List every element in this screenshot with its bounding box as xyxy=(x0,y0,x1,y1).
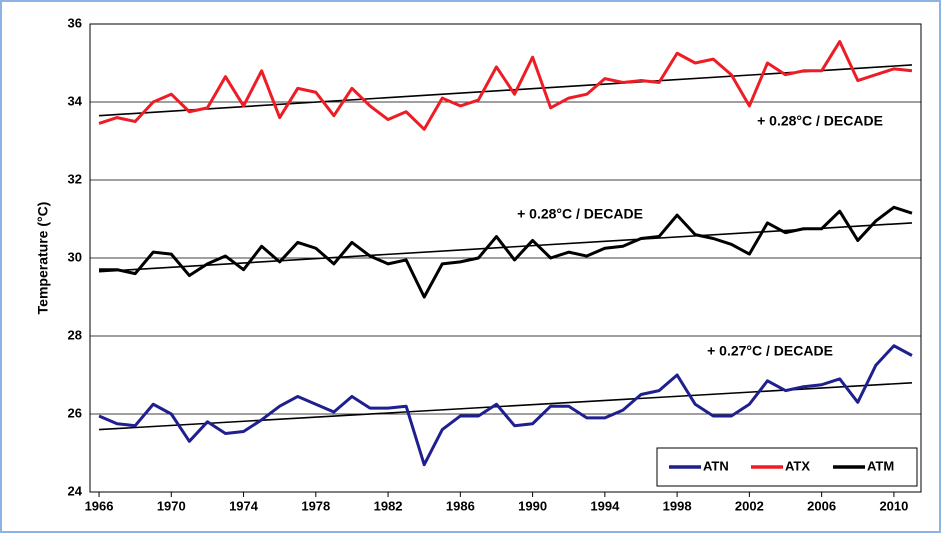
x-tick-label: 1978 xyxy=(301,498,330,513)
legend-label: ATN xyxy=(703,458,729,473)
x-tick-label: 2002 xyxy=(735,498,764,513)
x-tick-label: 1974 xyxy=(229,498,259,513)
legend-label: ATX xyxy=(785,458,810,473)
y-tick-label: 28 xyxy=(68,327,82,342)
x-tick-label: 1986 xyxy=(446,498,475,513)
annotation: + 0.27°C / DECADE xyxy=(707,343,833,359)
y-tick-label: 36 xyxy=(68,15,82,30)
series-line xyxy=(98,40,913,131)
x-tick-label: 2006 xyxy=(807,498,836,513)
annotation: + 0.28°C / DECADE xyxy=(517,206,643,222)
series-line xyxy=(98,344,913,467)
x-tick-label: 1990 xyxy=(518,498,547,513)
y-axis-label: Temperature (°C) xyxy=(35,202,51,315)
y-tick-label: 30 xyxy=(68,249,82,264)
annotation: + 0.28°C / DECADE xyxy=(757,113,883,129)
y-tick-label: 26 xyxy=(68,405,82,420)
y-tick-label: 24 xyxy=(68,483,83,498)
x-tick-label: 1998 xyxy=(663,498,692,513)
x-tick-label: 2010 xyxy=(879,498,908,513)
legend-box xyxy=(656,447,918,487)
trend-line xyxy=(98,64,913,117)
x-tick-label: 1994 xyxy=(590,498,620,513)
x-tick-label: 1970 xyxy=(157,498,186,513)
x-tick-label: 1966 xyxy=(85,498,114,513)
x-tick-label: 1982 xyxy=(374,498,403,513)
trend-line xyxy=(98,382,913,431)
legend-label: ATM xyxy=(867,458,894,473)
series-line xyxy=(99,205,913,299)
y-tick-label: 34 xyxy=(68,93,83,108)
y-tick-label: 32 xyxy=(68,171,82,186)
